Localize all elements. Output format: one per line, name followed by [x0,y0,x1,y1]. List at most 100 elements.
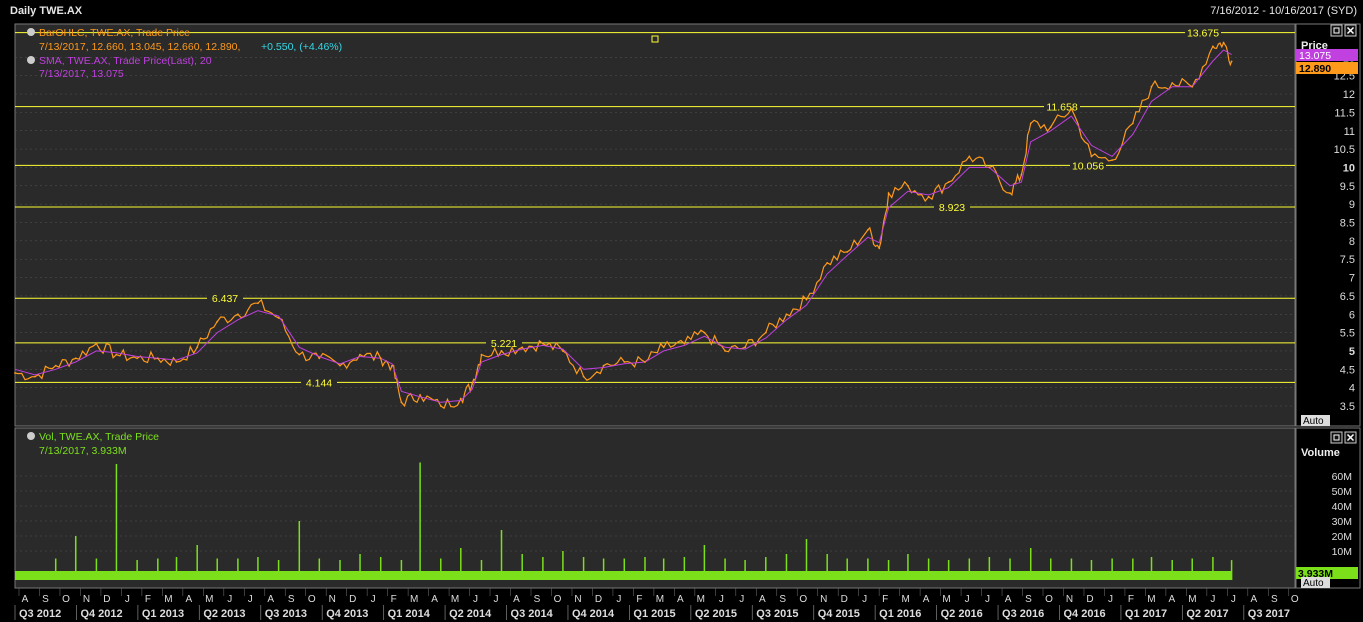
month-label: J [739,594,744,605]
quarter-label: Q3 2016 [1002,608,1044,620]
volume-bar [602,558,605,580]
close-icon [1346,433,1355,442]
volume-panel[interactable] [14,427,1296,589]
volume-bar [440,558,442,580]
price-point [1191,85,1194,88]
price-tick-label: 4 [1349,383,1355,395]
volume-bar [947,560,950,580]
volume-bar [785,554,788,580]
volume-axis-panel[interactable] [1295,427,1361,589]
price-point [95,342,98,345]
bar-legend-label: BarOHLC, TWE.AX, Trade Price [39,27,190,39]
volume-bar [1150,557,1153,580]
price-point [54,364,57,367]
close-icon [1346,26,1355,35]
month-label: O [1045,594,1053,605]
volume-bar [257,557,259,580]
volume-bar [644,557,646,580]
month-label: O [62,594,70,605]
clock-icon [27,432,35,440]
volume-bar [54,558,57,580]
month-label: S [1025,594,1032,605]
price-point [1230,60,1233,63]
month-label: F [882,594,888,605]
price-point [644,361,646,363]
quarter-label: Q3 2014 [511,608,554,620]
level-label-bg [1070,159,1106,172]
volume-bar [460,548,462,580]
month-label: M [901,594,909,605]
volume-bar [298,521,301,580]
price-point [471,383,474,385]
volume-tick-label: 10M [1332,546,1352,558]
month-label: A [267,594,274,605]
quarter-label: Q4 2014 [572,608,615,620]
volume-bar [744,560,746,580]
price-point [805,298,808,301]
volume-bar [400,560,403,580]
vol-legend-label: Vol, TWE.AX, Trade Price [39,431,159,443]
price-point [1070,107,1073,110]
volume-bar [480,560,483,580]
volume-auto-button[interactable] [1301,577,1330,588]
price-point [907,184,909,187]
price-panel-maximize-button[interactable] [1330,24,1343,37]
month-label: J [965,594,970,605]
price-point [298,353,301,356]
axis-ticks: 1312.51211.51110.5109.598.587.576.565.55… [1332,52,1355,558]
price-point [339,364,341,367]
sma-value-tag [1296,49,1358,61]
volume-bar [1090,560,1093,580]
price-tick-label: 6 [1349,309,1355,321]
month-label: F [636,594,642,605]
volume-bar [175,557,178,580]
level-handle[interactable] [651,35,659,43]
volume-panel-maximize-button[interactable] [1330,431,1343,444]
price-auto-button[interactable] [1301,415,1330,426]
month-label: D [841,594,848,605]
price-point [480,353,483,356]
volume-tick-label: 60M [1332,471,1352,483]
price-point [1009,192,1011,195]
month-label: N [820,594,827,605]
volume-bar [216,558,218,580]
volume-bar [115,464,118,580]
price-panel[interactable] [14,23,1296,427]
maximize-icon [1333,434,1340,441]
price-legend[interactable]: BarOHLC, TWE.AX, Trade Price 7/13/2017, … [27,27,342,80]
volume-bar [277,560,280,580]
volume-bar [521,554,523,580]
month-label: J [248,594,253,605]
level-label-bg [486,336,522,349]
date-range: 7/16/2012 - 10/16/2017 (SYD) [1210,5,1357,17]
level-label: 6.437 [212,293,238,305]
volume-tick-label: 20M [1332,531,1352,543]
price-panel-close-button[interactable] [1344,24,1357,37]
month-label: J [227,594,232,605]
price-axis-panel[interactable] [1295,23,1361,427]
volume-tick-label: 40M [1332,501,1352,513]
price-point [175,361,178,363]
quarter-label: Q4 2016 [1063,608,1105,620]
month-label: N [329,594,336,605]
quarter-label: Q3 2013 [265,608,307,620]
price-point [947,181,950,184]
price-point [968,155,971,158]
price-tick-label: 12 [1343,89,1355,101]
price-tick-label: 11.5 [1334,107,1355,119]
quarter-label: Q2 2013 [203,608,245,620]
volume-bar [765,557,767,580]
volume-bar [318,558,321,580]
vol-legend-values: 7/13/2017, 3.933M [39,445,127,457]
price-series-line [14,41,1233,410]
volume-panel-close-button[interactable] [1344,431,1357,444]
month-label: A [22,594,29,605]
month-label: J [473,594,478,605]
volume-legend[interactable]: Vol, TWE.AX, Trade Price 7/13/2017, 3.93… [27,431,159,457]
volume-bar [542,557,544,580]
price-point [216,320,219,323]
quarter-label: Q3 2017 [1248,608,1290,620]
month-label: A [186,594,193,605]
